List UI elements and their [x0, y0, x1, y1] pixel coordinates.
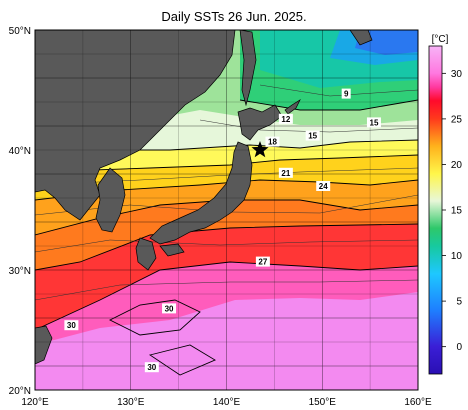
chart-title: Daily SSTs 26 Jun. 2025.	[161, 9, 307, 24]
land	[35, 30, 373, 365]
contour-label: 18	[268, 138, 277, 147]
star-marker	[251, 141, 269, 158]
contour-label: 12	[281, 115, 290, 124]
lat-tick-label: 20°N	[9, 386, 31, 397]
colorbar-tick-label: 5	[456, 297, 462, 308]
contour-label: 30	[147, 363, 156, 372]
contour-label-bg	[265, 136, 280, 147]
lon-tick-label: 160°E	[404, 397, 432, 408]
contour-labels: 9 12 15 15 18 21 24 27 30 30 30	[64, 88, 381, 373]
contour-label-bg	[305, 130, 320, 141]
longitude-tick-labels: 120°E 130°E 140°E 150°E 160°E	[21, 397, 432, 408]
contour-label-bg	[278, 167, 293, 178]
lat-tick-label: 50°N	[9, 26, 31, 37]
contour-label-bg	[316, 181, 331, 191]
contour-label: 15	[308, 132, 317, 141]
sst-field: 9 12 15 15 18 21 24 27 30 30 30	[35, 30, 418, 390]
latitude-tick-labels: 50°N 40°N 30°N 20°N	[9, 26, 31, 397]
land-kamchatka	[349, 30, 373, 46]
contour-label-bg	[366, 117, 381, 128]
colorbar-tick-labels: 0 5 10 15 20 25 30	[442, 69, 462, 353]
colorbar-tick-label: 25	[451, 114, 463, 125]
land-shikoku	[159, 243, 185, 257]
land-hokkaido	[237, 104, 283, 141]
colorbar-unit: [°C]	[432, 34, 449, 45]
contour-label: 9	[344, 90, 349, 99]
contour-label-bg	[64, 320, 79, 331]
contour-label-bg	[255, 256, 270, 267]
contour-label: 15	[370, 118, 379, 127]
land-honshu	[149, 141, 253, 245]
lat-tick-label: 30°N	[9, 266, 31, 277]
colorbar-tick-label: 0	[456, 342, 462, 353]
colorbar-tick-label: 15	[451, 206, 463, 217]
contour-label-bg	[144, 362, 159, 373]
contour-label: 24	[319, 182, 328, 191]
lon-tick-label: 140°E	[213, 397, 241, 408]
colorbar-scale	[428, 45, 443, 375]
contour-label: 30	[165, 304, 174, 313]
contour-label: 21	[281, 169, 290, 178]
lon-tick-label: 120°E	[21, 397, 49, 408]
contour-label: 30	[67, 321, 76, 330]
contour-label: 27	[258, 258, 267, 267]
lon-tick-label: 150°E	[309, 397, 337, 408]
lat-tick-label: 40°N	[9, 146, 31, 157]
lon-tick-label: 130°E	[117, 397, 145, 408]
land-sakhalin	[239, 30, 257, 107]
contour-label-bg	[162, 303, 177, 314]
graticule	[35, 30, 418, 390]
land-korea	[95, 167, 126, 233]
colorbar-tick-label: 10	[451, 251, 463, 262]
contour-label-bg	[278, 113, 293, 124]
land-taiwan	[35, 325, 53, 365]
contour-label-bg	[341, 88, 351, 99]
star-icon	[251, 141, 269, 158]
map-frame	[34, 29, 419, 391]
colorbar-tick-label: 20	[451, 160, 463, 171]
colorbar-tick-label: 30	[451, 69, 463, 80]
land-kurils	[284, 99, 301, 115]
colorbar: [°C] 0 5 10 15 20 25 30	[428, 34, 462, 375]
